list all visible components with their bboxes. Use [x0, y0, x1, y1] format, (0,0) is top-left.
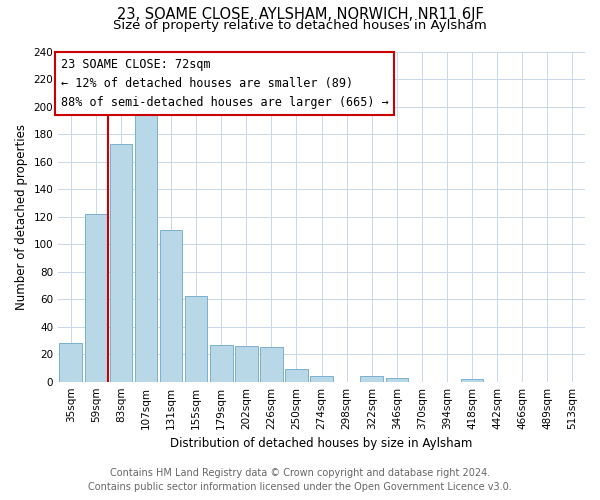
Text: 23, SOAME CLOSE, AYLSHAM, NORWICH, NR11 6JF: 23, SOAME CLOSE, AYLSHAM, NORWICH, NR11 … [116, 8, 484, 22]
Bar [134, 110, 157, 382]
Text: 23 SOAME CLOSE: 72sqm
← 12% of detached houses are smaller (89)
88% of semi-deta: 23 SOAME CLOSE: 72sqm ← 12% of detached … [61, 58, 389, 109]
Bar [310, 376, 333, 382]
Bar [461, 379, 484, 382]
X-axis label: Distribution of detached houses by size in Aylsham: Distribution of detached houses by size … [170, 437, 473, 450]
Bar [110, 144, 132, 382]
Text: Size of property relative to detached houses in Aylsham: Size of property relative to detached ho… [113, 19, 487, 32]
Bar [185, 296, 208, 382]
Bar [59, 343, 82, 382]
Bar [85, 214, 107, 382]
Bar [235, 346, 257, 382]
Bar [386, 378, 408, 382]
Text: Contains HM Land Registry data © Crown copyright and database right 2024.
Contai: Contains HM Land Registry data © Crown c… [88, 468, 512, 492]
Y-axis label: Number of detached properties: Number of detached properties [15, 124, 28, 310]
Bar [210, 344, 233, 382]
Bar [361, 376, 383, 382]
Bar [285, 370, 308, 382]
Bar [160, 230, 182, 382]
Bar [260, 348, 283, 382]
